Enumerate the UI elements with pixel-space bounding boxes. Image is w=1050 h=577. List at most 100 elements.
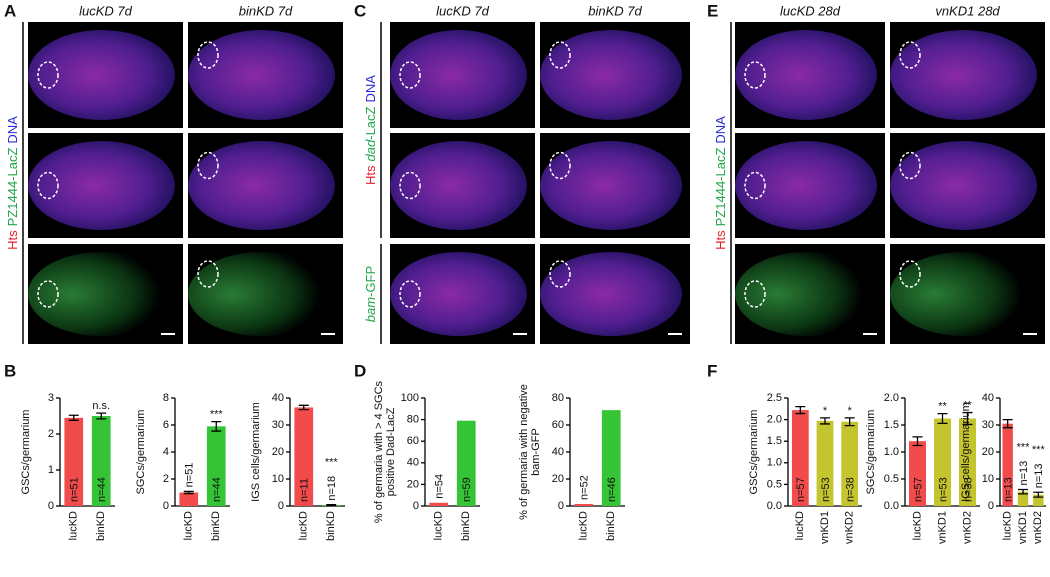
y-tick-label: 0 bbox=[413, 500, 419, 512]
germarium bbox=[540, 30, 682, 120]
x-tick-label: binKD bbox=[95, 511, 107, 541]
germarium bbox=[735, 30, 877, 120]
x-tick-label: binKD bbox=[325, 511, 337, 541]
column-header: lucKD 28d bbox=[780, 3, 841, 18]
column-header: lucKD 7d bbox=[79, 3, 133, 18]
n-label: n=54 bbox=[434, 474, 446, 499]
y-tick-label: 0 bbox=[48, 500, 54, 512]
error-bar bbox=[1002, 418, 1013, 429]
bar bbox=[959, 418, 976, 506]
y-tick-label: 1.5 bbox=[884, 419, 899, 431]
error-bar bbox=[962, 411, 973, 426]
germarium bbox=[188, 30, 335, 120]
x-tick-label: vnKD2 bbox=[844, 511, 856, 544]
y-tick-label: 6 bbox=[163, 419, 169, 431]
n-label: n=13 bbox=[1003, 477, 1015, 502]
y-axis-label: % of germaria with negative bbox=[518, 384, 530, 520]
side-label-part: DNA bbox=[713, 116, 728, 144]
bar bbox=[1002, 423, 1013, 506]
bar bbox=[574, 503, 594, 506]
germarium bbox=[28, 252, 175, 336]
gsc-circle bbox=[899, 151, 921, 180]
x-tick-label: binKD bbox=[605, 511, 617, 541]
y-tick-label: 3 bbox=[48, 392, 54, 404]
y-tick-label: 1.0 bbox=[767, 457, 782, 469]
n-label: n=59 bbox=[461, 477, 473, 502]
germarium bbox=[390, 30, 527, 120]
gsc-circle bbox=[744, 171, 766, 200]
error-bar bbox=[1018, 488, 1028, 495]
y-tick-label: 1 bbox=[48, 464, 54, 476]
n-label: n=57 bbox=[912, 477, 924, 502]
bar bbox=[791, 410, 809, 506]
x-tick-label: lucKD bbox=[578, 511, 590, 540]
gsc-circle bbox=[399, 171, 421, 200]
n-label: n=53 bbox=[820, 477, 832, 502]
significance: * bbox=[848, 405, 853, 417]
error-bar bbox=[844, 417, 855, 427]
gsc-circle bbox=[549, 151, 571, 180]
bar bbox=[841, 421, 859, 506]
x-tick-label: vnKD1 bbox=[1017, 511, 1029, 544]
panel-letter: F bbox=[707, 361, 717, 380]
n-label: n=38 bbox=[962, 477, 974, 502]
column-header: binKD 7d bbox=[239, 3, 293, 18]
y-tick-label: 0.0 bbox=[767, 500, 782, 512]
germarium bbox=[890, 30, 1037, 120]
significance: *** bbox=[1017, 441, 1031, 453]
y-tick-label: 0 bbox=[278, 500, 284, 512]
n-label: n=57 bbox=[795, 477, 807, 502]
y-axis-label: SGCs/germarium bbox=[135, 410, 147, 495]
y-tick-label: 20 bbox=[272, 446, 284, 458]
side-label: Hts PZ1444-LacZ DNA bbox=[713, 116, 728, 250]
y-axis-label: SGCs/germarium bbox=[865, 410, 877, 495]
y-tick-label: 2 bbox=[48, 428, 54, 440]
gsc-circle bbox=[899, 41, 921, 69]
n-label: n=13 bbox=[1018, 461, 1030, 486]
gsc-circle bbox=[549, 260, 571, 288]
side-label-part: PZ1444-LacZ bbox=[5, 148, 20, 227]
side-label-part: DNA bbox=[363, 75, 378, 103]
n-label: n=44 bbox=[96, 477, 108, 502]
gsc-circle bbox=[399, 61, 421, 89]
significance: *** bbox=[210, 409, 224, 421]
side-label-part: bam bbox=[363, 297, 378, 322]
error-bar bbox=[937, 413, 948, 425]
gsc-circle bbox=[197, 151, 219, 180]
side-label-part: -GFP bbox=[363, 266, 378, 297]
y-tick-label: 0 bbox=[558, 500, 564, 512]
germarium bbox=[890, 252, 1037, 336]
y-tick-label: 60 bbox=[407, 435, 419, 447]
error-bar bbox=[298, 404, 309, 411]
significance: *** bbox=[1032, 444, 1046, 456]
germarium bbox=[390, 141, 527, 230]
panel-letter: B bbox=[4, 361, 16, 380]
y-tick-label: 60 bbox=[552, 419, 564, 431]
y-tick-label: 4 bbox=[163, 446, 169, 458]
y-axis-label: positive Dad-LacZ bbox=[385, 407, 397, 496]
panel-letter: C bbox=[354, 1, 366, 20]
panel-letter: E bbox=[707, 1, 718, 20]
n-label: n=13 bbox=[1033, 463, 1045, 488]
y-tick-label: 0.0 bbox=[884, 500, 899, 512]
y-axis-label: IGS cells/germarium bbox=[250, 402, 262, 502]
error-bar bbox=[211, 420, 222, 432]
bar bbox=[601, 410, 621, 506]
y-tick-label: 20 bbox=[552, 473, 564, 485]
side-label-part: Hts bbox=[5, 230, 20, 250]
y-axis-label: bam-GFP bbox=[530, 428, 542, 476]
gsc-circle bbox=[37, 171, 59, 200]
n-label: n=18 bbox=[326, 476, 338, 501]
error-bar bbox=[1033, 491, 1044, 498]
n-label: n=11 bbox=[299, 478, 311, 502]
x-tick-label: lucKD bbox=[911, 511, 923, 540]
side-label-part: Hts bbox=[363, 165, 378, 185]
gsc-circle bbox=[37, 61, 59, 89]
side-label-part: -LacZ bbox=[363, 106, 378, 139]
y-tick-label: 8 bbox=[163, 392, 169, 404]
gsc-circle bbox=[197, 260, 219, 288]
error-bar bbox=[68, 414, 79, 421]
side-label-part: PZ1444-LacZ bbox=[713, 148, 728, 227]
n-label: n=51 bbox=[184, 463, 196, 488]
